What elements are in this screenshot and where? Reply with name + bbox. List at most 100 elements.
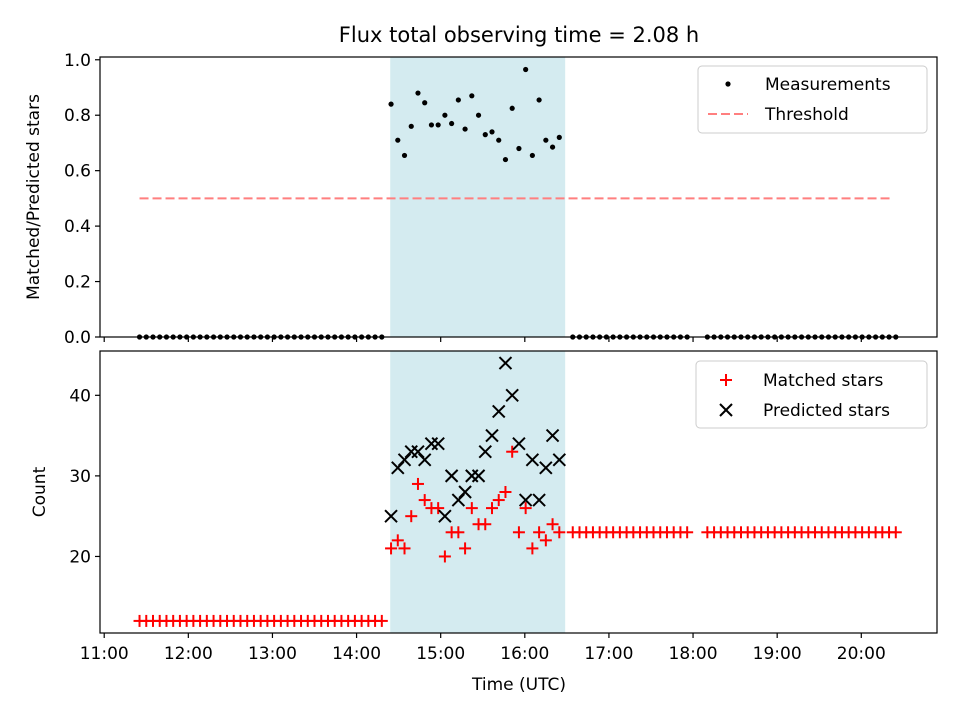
predicted-star-point	[525, 453, 540, 467]
measurement-point	[428, 122, 435, 128]
bottom-y-axis-label: Count	[30, 466, 50, 517]
x-tick-label: 15:00	[416, 644, 465, 664]
matched-star-point	[492, 494, 505, 507]
top-y-axis: 0.0 0.2 0.4 0.6 0.8 1.0	[64, 51, 100, 348]
matched-star-point	[486, 502, 499, 515]
x-tick-label: 18:00	[669, 644, 718, 664]
top-y-tick-label: 0.2	[64, 273, 91, 293]
predicted-star-point	[539, 461, 553, 475]
x-tick-label: 16:00	[500, 644, 549, 664]
x-tick-label: 20:00	[837, 644, 886, 664]
legend-threshold-label: Threshold	[764, 105, 849, 125]
predicted-star-point	[505, 388, 519, 403]
predicted-star-point	[518, 493, 533, 507]
measurement-point	[516, 145, 522, 152]
top-legend: Measurements Threshold	[697, 65, 928, 134]
matched-star-point	[452, 526, 465, 539]
measurement-point	[549, 144, 556, 150]
predicted-star-point	[458, 485, 472, 499]
matched-star-point	[512, 526, 525, 539]
legend-measurements-label: Measurements	[765, 75, 891, 95]
matched-star-point	[432, 502, 445, 515]
x-tick-label: 11:00	[80, 644, 129, 664]
top-y-tick-label: 0.0	[64, 328, 91, 348]
matched-star-point	[411, 477, 424, 490]
matched-star-point	[889, 526, 902, 539]
matched-star-point	[459, 542, 472, 555]
measurement-point	[536, 97, 542, 103]
x-tick-label: 13:00	[248, 644, 297, 664]
measurement-point	[388, 101, 394, 107]
matched-star-point	[499, 486, 512, 498]
bottom-x-axis: 11:00 12:00 13:00 14:00 15:00 16:00 17:00 18:00…	[80, 633, 886, 664]
measurement-points	[136, 66, 899, 340]
predicted-star-point	[444, 469, 459, 483]
predicted-star-point	[384, 509, 398, 523]
legend-matched-label: Matched stars	[763, 371, 883, 391]
top-legend-box	[697, 65, 928, 134]
x-tick-label: 17:00	[584, 644, 633, 664]
bottom-observing-window	[390, 351, 566, 633]
measurement-point	[455, 97, 461, 103]
bottom-legend: Matched stars Predicted stars	[695, 360, 928, 429]
matched-star-point	[533, 526, 546, 539]
matched-star-point	[385, 542, 398, 555]
matched-star-point	[438, 550, 451, 563]
measurement-point	[482, 132, 488, 138]
legend-predicted-marker	[719, 403, 733, 417]
matched-star-point	[391, 534, 404, 547]
predicted-star-point	[431, 436, 445, 451]
measurement-point	[422, 100, 428, 106]
predicted-star-point	[417, 453, 432, 467]
top-observing-window	[390, 57, 566, 337]
predicted-star-point	[471, 469, 486, 483]
bottom-y-tick-label: 40	[69, 386, 91, 406]
matched-star-point	[506, 445, 519, 458]
predicted-star-point	[545, 428, 560, 443]
predicted-star-point	[532, 493, 546, 507]
chart-title: Flux total observing time = 2.08 h	[339, 23, 699, 47]
matched-star-point	[418, 494, 431, 507]
measurement-point	[401, 152, 408, 159]
top-panel: 0.0 0.2 0.4 0.6 0.8 1.0 Matched/Predicted sta…	[24, 51, 938, 348]
matched-star-point	[405, 510, 418, 523]
matched-star-point	[519, 502, 532, 515]
predicted-star-point	[485, 428, 499, 443]
measurement-point	[543, 137, 549, 143]
bottom-axes-frame	[99, 350, 938, 634]
top-x-tick-marks	[103, 337, 862, 342]
matched-star-point	[479, 518, 492, 531]
measurement-point	[489, 129, 495, 135]
measurement-point	[509, 105, 515, 111]
bottom-y-axis: 20 30 40	[69, 386, 100, 567]
measurement-point	[462, 126, 468, 132]
legend-predicted-label: Predicted stars	[763, 401, 890, 421]
legend-matched-marker	[720, 374, 732, 386]
bottom-panel: 20 30 40 11:00 12:00 13:00 14:00 15:00 16:00 17:…	[30, 350, 938, 695]
legend-measurements-marker	[725, 81, 731, 87]
matched-star-point	[375, 614, 388, 627]
x-tick-label: 19:00	[753, 644, 802, 664]
measurement-point	[475, 112, 482, 118]
measurement-point	[435, 122, 441, 128]
measurement-point	[442, 112, 448, 118]
matched-star-point	[546, 518, 559, 531]
top-y-tick-label: 0.8	[64, 106, 91, 126]
measurement-point	[502, 156, 509, 163]
top-axes-frame	[99, 56, 938, 338]
top-y-tick-label: 0.6	[64, 162, 91, 182]
predicted-star-point	[492, 404, 506, 419]
measurement-point	[523, 66, 529, 73]
predicted-star-point	[498, 356, 513, 370]
predicted-star-point	[552, 453, 567, 467]
measurement-point	[556, 134, 562, 140]
matched-stars-points	[133, 445, 902, 627]
top-y-tick-label: 1.0	[64, 51, 91, 71]
matched-star-point	[398, 542, 411, 555]
bottom-legend-box	[695, 360, 928, 429]
bottom-y-tick-label: 20	[69, 547, 91, 567]
predicted-star-point	[512, 436, 526, 451]
predicted-stars-points	[384, 356, 567, 523]
matched-star-point	[465, 502, 478, 515]
